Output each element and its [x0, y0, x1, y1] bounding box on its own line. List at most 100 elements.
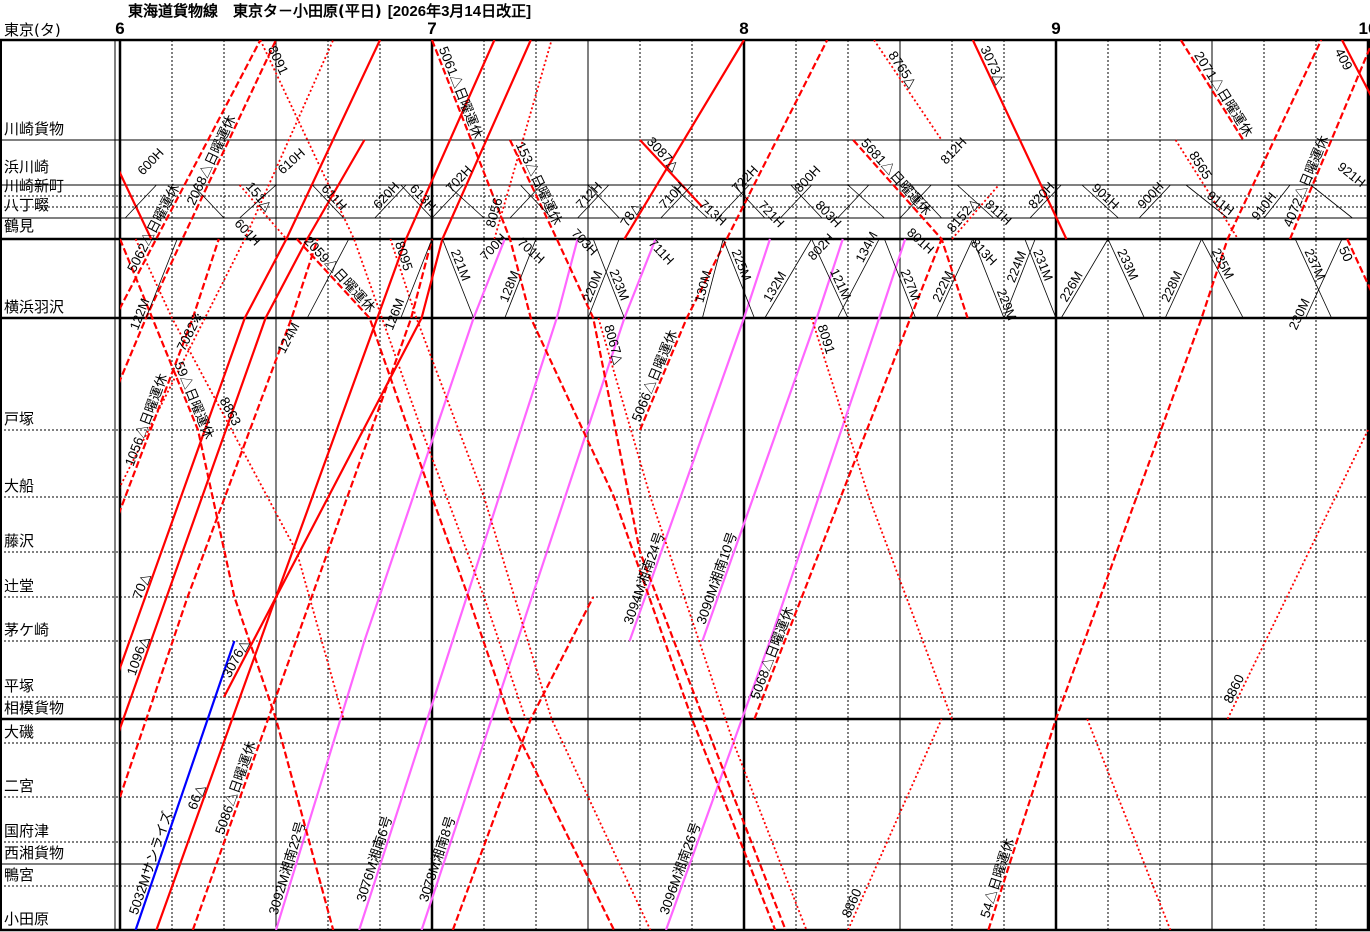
liner-train-line [628, 238, 772, 642]
train-label: 121M [827, 266, 854, 302]
train-line [811, 238, 849, 319]
train-line [1288, 44, 1370, 240]
train-line [120, 238, 319, 798]
hour-label: 8 [739, 19, 748, 38]
train-label: 227M [898, 267, 924, 303]
train-line [873, 40, 943, 141]
train-line [852, 139, 969, 319]
train-label: 50 [1336, 244, 1356, 264]
station-label: 平塚 [4, 677, 34, 695]
train-label: 8860 [1221, 672, 1248, 706]
train-line [120, 139, 366, 732]
train-label: 132M [760, 269, 789, 305]
train-label: 3096M湘南26号 [657, 820, 704, 916]
train-label: 8565 [1186, 148, 1215, 181]
train-line [493, 40, 553, 240]
train-line [1164, 238, 1202, 319]
train-label: 230M [1286, 296, 1313, 332]
train-line [837, 238, 880, 319]
train-line [374, 184, 407, 219]
station-label: 大船 [4, 477, 34, 495]
train-line [910, 184, 942, 219]
train-label: 5061△日曜運休 [436, 44, 486, 141]
station-label: 八丁畷 [4, 196, 49, 214]
station-label: 浜川崎 [4, 158, 49, 176]
train-line [956, 184, 994, 219]
station-label: 藤沢 [4, 532, 34, 550]
train-label: 126M [381, 296, 407, 332]
train-line [191, 238, 434, 930]
train-line [295, 238, 615, 930]
train-label: 911H [1204, 188, 1237, 218]
train-label: 5068△日曜運休 [747, 604, 797, 701]
train-line [1201, 238, 1244, 319]
liner-train-line [358, 238, 579, 930]
train-line [717, 184, 750, 219]
train-line [639, 139, 704, 208]
station-label: 鶴見 [4, 217, 34, 235]
station-label: 横浜羽沢 [4, 298, 64, 316]
train-label: 2071△日曜運休 [1191, 49, 1256, 140]
train-line [120, 40, 381, 672]
train-line [1294, 238, 1332, 319]
train-label: 8091 [265, 43, 291, 77]
train-line [389, 238, 652, 930]
train-line [847, 718, 943, 930]
train-line [238, 184, 288, 240]
train-label: 221M [448, 247, 474, 283]
liner-train-line [664, 238, 907, 930]
station-label: 川崎貨物 [4, 120, 64, 138]
train-line [936, 238, 974, 319]
station-label: 国府津 [4, 822, 49, 840]
hour-label: 10 [1359, 19, 1370, 38]
train-line [239, 184, 277, 219]
train-label: 800H [791, 162, 823, 195]
train-label: 54△日曜運休 [977, 836, 1017, 920]
train-line [430, 40, 777, 930]
hour-label: 7 [427, 19, 436, 38]
train-label: 59△日曜運休 [171, 359, 216, 442]
station-label: 辻堂 [4, 577, 34, 595]
train-label: 4072△日曜運休 [1280, 133, 1332, 229]
train-line [509, 184, 542, 219]
train-label: 223M [606, 267, 632, 303]
train-line [1138, 184, 1171, 219]
hour-label: 6 [115, 19, 124, 38]
train-label: 3090M湘南10号 [694, 530, 740, 626]
train-line [1081, 184, 1119, 219]
train-line [120, 40, 335, 489]
hour-labels: 6 7 8 9 10 [115, 19, 1370, 38]
train-line [1226, 429, 1369, 720]
train-label: 222M [929, 268, 956, 304]
train-line [400, 184, 433, 219]
train-label: 801H [904, 225, 937, 257]
train-label: 226M [1056, 269, 1085, 305]
train-label: 1096△ [124, 634, 152, 678]
train-line [120, 170, 153, 240]
train-line [1029, 184, 1062, 219]
train-line [442, 238, 474, 319]
diagram-title: 東海道貨物線 東京タ－小田原(平日) [2026年3月14日改正] [128, 0, 531, 21]
train-line [509, 139, 787, 930]
train-line [120, 40, 262, 311]
train-line [1060, 238, 1109, 319]
train-label: 5066△日曜運休 [629, 327, 681, 423]
train-label: 812H [937, 134, 969, 167]
train-label: 220M [579, 268, 605, 304]
station-label: 茅ケ崎 [4, 621, 49, 639]
train-line [259, 40, 527, 720]
train-line [780, 184, 812, 219]
train-line [660, 184, 693, 219]
train-line [623, 40, 745, 240]
train-line [951, 184, 1000, 240]
train-line [1107, 238, 1145, 319]
train-label: 600H [134, 145, 166, 178]
train-label: 8863 [217, 395, 244, 429]
train-line [124, 184, 157, 219]
train-line [306, 238, 350, 319]
train-label: 5062△日曜運休 [124, 181, 183, 275]
train-line [722, 238, 755, 319]
train-label: 124M [274, 320, 302, 356]
train-label: 1056△日曜運休 [122, 371, 171, 468]
train-line [638, 40, 829, 431]
